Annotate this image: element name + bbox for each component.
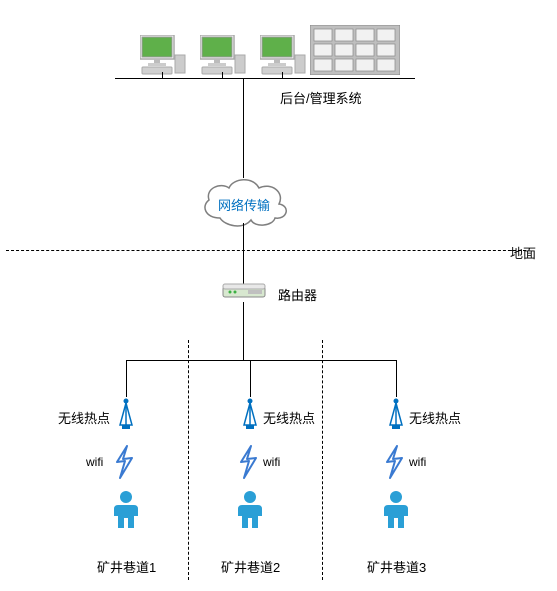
- wifi-label-1: wifi: [86, 455, 103, 469]
- line-drop-3: [282, 72, 283, 78]
- line-top-bus: [115, 78, 415, 79]
- hotspot-label-1: 无线热点: [58, 408, 110, 427]
- wifi-label-3: wifi: [409, 455, 426, 469]
- antenna-icon-1: [117, 397, 135, 434]
- router-icon: [222, 283, 266, 306]
- tunnel-sep-2: [322, 340, 323, 580]
- computer-1: [140, 35, 188, 80]
- line-branch-bus: [126, 360, 397, 361]
- wifi-icon-2: [237, 445, 259, 482]
- line-branch-1: [126, 360, 127, 397]
- network-label: 网络传输: [218, 195, 270, 214]
- monitor-wall: [310, 25, 400, 78]
- computer-2: [200, 35, 248, 80]
- line-bus-to-cloud: [243, 78, 244, 178]
- router-label: 路由器: [278, 285, 317, 304]
- wifi-label-2: wifi: [263, 455, 280, 469]
- line-router-down: [243, 302, 244, 360]
- line-cloud-to-router: [243, 223, 244, 285]
- tunnel-sep-1: [188, 340, 189, 580]
- line-drop-2: [222, 72, 223, 78]
- antenna-icon-2: [241, 397, 259, 434]
- person-icon-1: [112, 490, 140, 533]
- wifi-icon-3: [383, 445, 405, 482]
- tunnel-label-3: 矿井巷道3: [367, 557, 426, 576]
- management-label: 后台/管理系统: [280, 88, 362, 107]
- ground-line: [6, 250, 526, 251]
- line-drop-1: [162, 72, 163, 78]
- person-icon-3: [382, 490, 410, 533]
- line-branch-3: [396, 360, 397, 397]
- person-icon-2: [236, 490, 264, 533]
- computer-3: [260, 35, 308, 80]
- tunnel-label-1: 矿井巷道1: [97, 557, 156, 576]
- ground-label: 地面: [510, 243, 536, 262]
- hotspot-label-2: 无线热点: [263, 408, 315, 427]
- hotspot-label-3: 无线热点: [409, 408, 461, 427]
- tunnel-label-2: 矿井巷道2: [221, 557, 280, 576]
- antenna-icon-3: [387, 397, 405, 434]
- line-branch-2: [250, 360, 251, 397]
- wifi-icon-1: [113, 445, 135, 482]
